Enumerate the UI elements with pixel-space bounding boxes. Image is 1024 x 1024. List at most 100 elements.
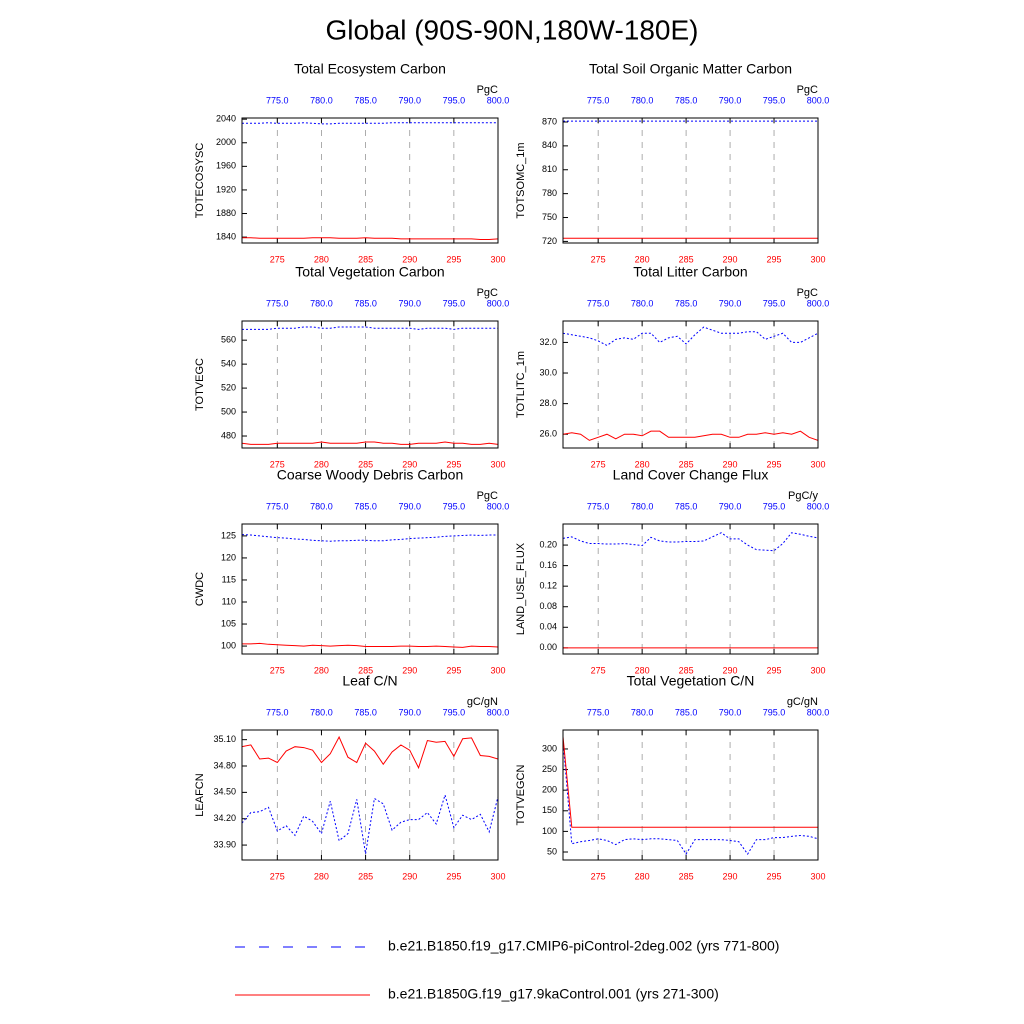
x-tick-label: 285 [358, 254, 373, 264]
x-tick-label: 285 [679, 871, 694, 881]
x-tick-label: 300 [490, 871, 505, 881]
x2-tick-label: 780.0 [631, 707, 654, 717]
y-tick-label: 520 [221, 382, 236, 392]
y-tick-label: 0.00 [539, 642, 557, 652]
panel-title: Total Vegetation C/N [627, 673, 755, 689]
x2-tick-label: 785.0 [675, 707, 698, 717]
y-tick-label: 540 [221, 359, 236, 369]
y-tick-label: 870 [542, 116, 557, 126]
plot-frame [241, 117, 499, 244]
x-tick-label: 290 [402, 459, 417, 469]
data-line [563, 532, 818, 552]
x2-tick-label: 790.0 [719, 707, 742, 717]
x2-tick-label: 790.0 [398, 95, 421, 105]
x2-tick-label: 775.0 [587, 298, 610, 308]
x-tick-label: 285 [679, 665, 694, 675]
units-label: gC/gN [787, 696, 818, 708]
y-tick-label: 0.16 [539, 560, 557, 570]
x-tick-label: 300 [490, 254, 505, 264]
x2-tick-label: 785.0 [354, 298, 377, 308]
x2-tick-label: 775.0 [266, 501, 289, 511]
units-label: PgC [797, 84, 818, 96]
units-label: gC/gN [467, 696, 498, 708]
y-axis-label: CWDC [194, 572, 206, 606]
y-tick-label: 0.08 [539, 601, 557, 611]
x2-tick-label: 795.0 [443, 707, 466, 717]
y-tick-label: 34.20 [213, 813, 236, 823]
x-tick-label: 285 [679, 459, 694, 469]
x-tick-label: 280 [314, 254, 329, 264]
x-tick-label: 285 [358, 459, 373, 469]
x-tick-label: 280 [635, 665, 650, 675]
x-tick-label: 295 [446, 254, 461, 264]
x-tick-label: 280 [635, 459, 650, 469]
units-label: PgC [797, 287, 818, 299]
x2-tick-label: 780.0 [310, 501, 333, 511]
x2-tick-label: 790.0 [398, 707, 421, 717]
panel-title: Land Cover Change Flux [613, 467, 769, 483]
x-tick-label: 295 [767, 871, 782, 881]
y-tick-label: 35.10 [213, 734, 236, 744]
y-tick-label: 105 [221, 618, 236, 628]
y-tick-label: 560 [221, 335, 236, 345]
y-tick-label: 500 [221, 406, 236, 416]
x2-tick-label: 785.0 [675, 298, 698, 308]
y-tick-label: 110 [222, 596, 236, 606]
y-tick-label: 0.04 [539, 622, 557, 632]
y-tick-label: 0.12 [539, 581, 557, 591]
x2-tick-label: 800.0 [807, 298, 830, 308]
x-tick-label: 300 [810, 459, 825, 469]
y-tick-label: 480 [221, 430, 236, 440]
panel-title: Total Soil Organic Matter Carbon [589, 61, 792, 77]
x-tick-label: 290 [723, 254, 738, 264]
x2-tick-label: 795.0 [443, 298, 466, 308]
y-tick-label: 100 [221, 640, 236, 650]
x-tick-label: 295 [446, 871, 461, 881]
y-axis-label: LEAFCN [194, 773, 206, 816]
y-tick-label: 2000 [216, 137, 236, 147]
x-tick-label: 300 [810, 254, 825, 264]
y-tick-label: 28.0 [539, 398, 557, 408]
units-label: PgC [477, 287, 498, 299]
x-tick-label: 275 [591, 871, 606, 881]
y-tick-label: 32.0 [539, 337, 557, 347]
data-line [242, 735, 498, 770]
x-tick-label: 285 [679, 254, 694, 264]
y-tick-label: 750 [542, 212, 557, 222]
y-tick-label: 2040 [216, 114, 236, 124]
plot-frame [241, 523, 499, 655]
x-tick-label: 280 [314, 459, 329, 469]
panel-title: Leaf C/N [342, 673, 397, 689]
x-tick-label: 285 [358, 871, 373, 881]
y-axis-label: LAND_USE_FLUX [515, 542, 527, 635]
x-tick-label: 280 [314, 871, 329, 881]
x-tick-label: 300 [810, 665, 825, 675]
x2-tick-label: 775.0 [587, 707, 610, 717]
x2-tick-label: 800.0 [807, 707, 830, 717]
y-tick-label: 50 [547, 846, 557, 856]
x-tick-label: 290 [723, 665, 738, 675]
x2-tick-label: 800.0 [487, 707, 510, 717]
x2-tick-label: 800.0 [807, 501, 830, 511]
y-tick-label: 0.20 [539, 539, 557, 549]
x-tick-label: 280 [635, 871, 650, 881]
x-tick-label: 275 [270, 254, 285, 264]
x2-tick-label: 795.0 [763, 707, 786, 717]
x2-tick-label: 785.0 [675, 95, 698, 105]
panel-title: Total Ecosystem Carbon [294, 61, 446, 77]
x2-tick-label: 795.0 [763, 95, 786, 105]
data-line [242, 122, 498, 125]
panel-title: Total Vegetation Carbon [295, 264, 444, 280]
y-tick-label: 1960 [216, 161, 236, 171]
plot-frame [562, 729, 819, 861]
x2-tick-label: 790.0 [719, 501, 742, 511]
x-tick-label: 295 [767, 254, 782, 264]
x2-tick-label: 775.0 [266, 298, 289, 308]
data-line [242, 642, 498, 648]
y-tick-label: 26.0 [539, 429, 557, 439]
x2-tick-label: 790.0 [719, 298, 742, 308]
x2-tick-label: 785.0 [354, 707, 377, 717]
y-tick-label: 840 [542, 140, 557, 150]
data-line [242, 534, 498, 542]
